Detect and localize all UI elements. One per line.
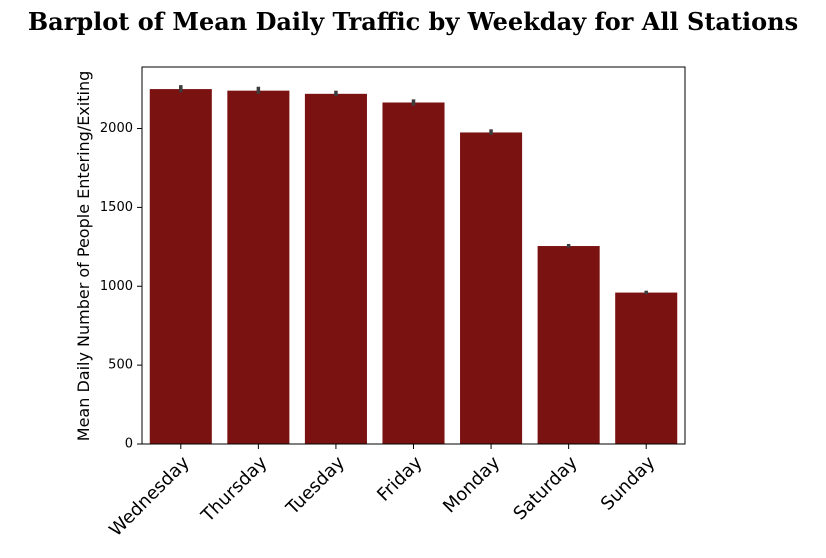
bar-saturday: [537, 246, 600, 444]
y-tick-label: 0: [125, 437, 133, 452]
y-axis-ticks: 0 500 1000 1500 2000: [100, 121, 142, 452]
x-axis-ticks: Wednesday Thursday Tuesday Friday Monday Satu…: [105, 444, 660, 541]
y-axis-label: Mean Daily Number of People Entering/Exi…: [74, 71, 93, 441]
bar-sunday: [615, 292, 678, 444]
y-tick-label: 1500: [100, 200, 133, 215]
bar-tuesday: [304, 93, 367, 444]
bar-monday: [460, 132, 523, 444]
error-bars-group: [179, 85, 648, 295]
bar-thursday: [227, 90, 290, 444]
bar-wednesday: [149, 89, 212, 444]
x-tick-label: Saturday: [509, 452, 581, 524]
bars-group: [149, 89, 678, 445]
x-tick-label: Thursday: [197, 452, 272, 527]
y-tick-label: 1000: [100, 279, 133, 294]
y-tick-label: 500: [108, 358, 133, 373]
x-tick-label: Friday: [373, 452, 427, 506]
x-tick-label: Tuesday: [282, 452, 350, 520]
chart-title: Barplot of Mean Daily Traffic by Weekday…: [28, 7, 798, 36]
bar-friday: [382, 102, 445, 445]
x-tick-label: Sunday: [597, 452, 660, 515]
y-tick-label: 2000: [100, 121, 133, 136]
x-tick-label: Monday: [439, 452, 504, 517]
x-tick-label: Wednesday: [105, 452, 194, 541]
